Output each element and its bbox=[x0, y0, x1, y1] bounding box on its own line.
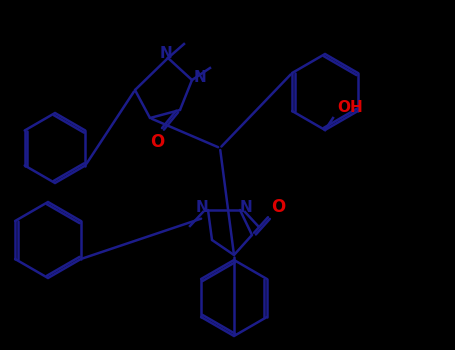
Text: N: N bbox=[160, 46, 172, 61]
Text: O: O bbox=[271, 198, 285, 216]
Text: N: N bbox=[196, 201, 208, 216]
Text: OH: OH bbox=[337, 100, 363, 116]
Text: N: N bbox=[240, 201, 253, 216]
Text: O: O bbox=[150, 133, 164, 151]
Text: N: N bbox=[194, 70, 207, 85]
